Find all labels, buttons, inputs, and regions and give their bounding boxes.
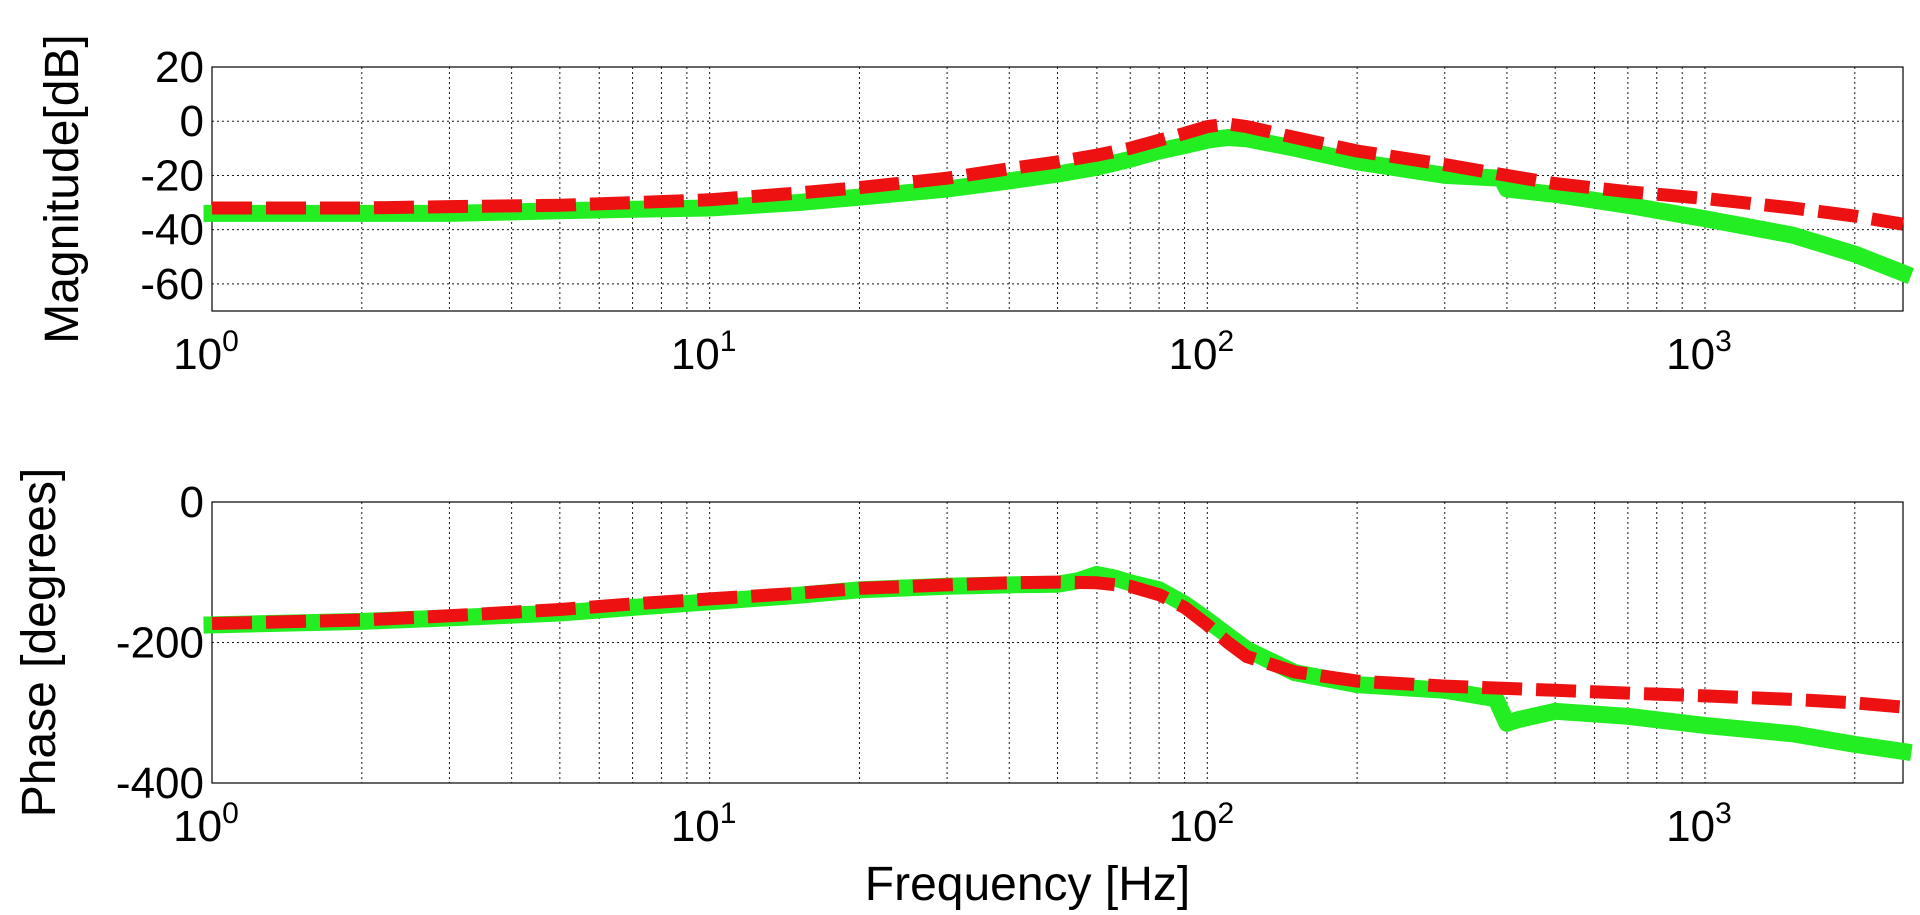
x-tick-exponent: 3: [1715, 797, 1732, 830]
y-tick-label: -60: [140, 260, 204, 309]
y-tick-label: -400: [116, 759, 204, 808]
x-tick-label: 102: [1168, 325, 1234, 379]
x-tick-label: 103: [1666, 325, 1732, 379]
y-tick-label: -200: [116, 619, 204, 668]
x-tick-exponent: 1: [720, 797, 737, 830]
x-tick-exponent: 1: [720, 325, 737, 358]
x-tick-base: 10: [173, 330, 222, 379]
x-tick-base: 10: [671, 330, 720, 379]
x-tick-label: 100: [173, 325, 239, 379]
y-axis-label: Phase [degrees]: [13, 468, 66, 818]
x-tick-base: 10: [1666, 330, 1715, 379]
x-tick-base: 10: [1666, 802, 1715, 851]
x-tick-label: 100: [173, 797, 239, 851]
x-tick-exponent: 0: [222, 325, 239, 358]
x-tick-exponent: 0: [222, 797, 239, 830]
plot-frame: [211, 501, 1904, 784]
x-tick-exponent: 2: [1217, 325, 1234, 358]
x-tick-label: 101: [671, 797, 737, 851]
series-line-model: [212, 117, 1905, 231]
x-tick-base: 10: [671, 802, 720, 851]
y-axis-label: Magnitude[dB]: [36, 34, 89, 344]
x-tick-base: 10: [173, 802, 222, 851]
x-tick-exponent: 3: [1715, 325, 1732, 358]
series-line-model: [211, 575, 1904, 714]
x-axis-label: Frequency [Hz]: [865, 858, 1190, 911]
x-tick-base: 10: [1168, 330, 1217, 379]
y-tick-label: 0: [180, 97, 204, 146]
y-tick-label: -20: [140, 151, 204, 200]
plot-frame: [211, 66, 1904, 312]
x-tick-label: 101: [671, 325, 737, 379]
y-tick-label: -40: [140, 206, 204, 255]
x-tick-label: 102: [1168, 797, 1234, 851]
y-tick-label: 0: [180, 478, 204, 527]
x-tick-label: 103: [1666, 797, 1732, 851]
x-tick-base: 10: [1168, 802, 1217, 851]
y-tick-label: 20: [155, 43, 204, 92]
x-tick-exponent: 2: [1217, 797, 1234, 830]
